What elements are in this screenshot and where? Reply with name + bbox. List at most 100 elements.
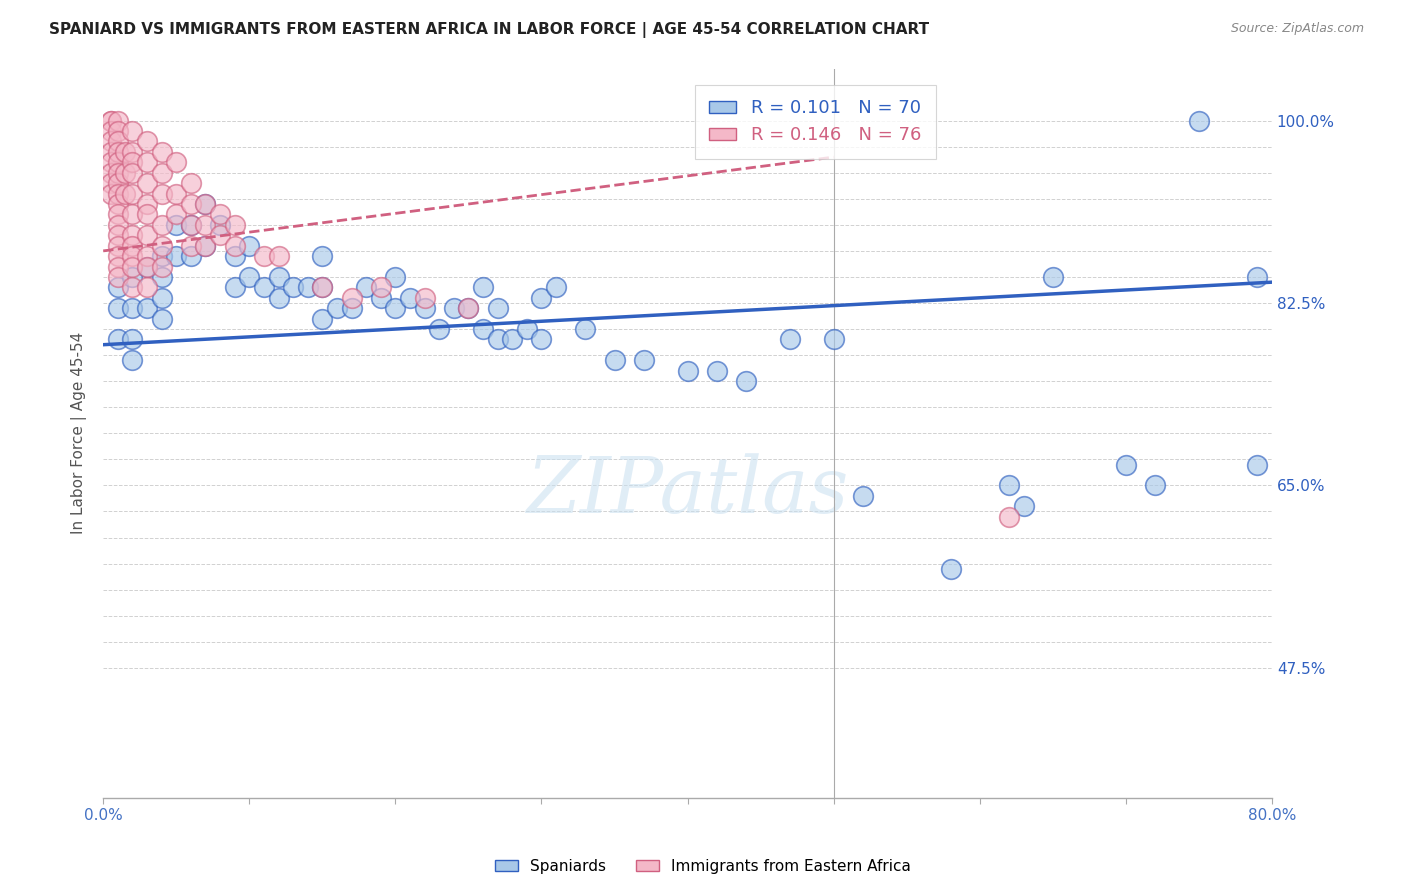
Point <box>297 280 319 294</box>
Point <box>136 207 159 221</box>
Point <box>530 291 553 305</box>
Point <box>224 218 246 232</box>
Point <box>209 228 232 243</box>
Point <box>100 124 122 138</box>
Text: SPANIARD VS IMMIGRANTS FROM EASTERN AFRICA IN LABOR FORCE | AGE 45-54 CORRELATIO: SPANIARD VS IMMIGRANTS FROM EASTERN AFRI… <box>49 22 929 38</box>
Point <box>100 135 122 149</box>
Point <box>165 249 187 263</box>
Point <box>107 155 129 169</box>
Point <box>676 364 699 378</box>
Point <box>1246 269 1268 284</box>
Point <box>370 280 392 294</box>
Text: ZIPatlas: ZIPatlas <box>526 453 849 530</box>
Point <box>546 280 568 294</box>
Point <box>136 301 159 316</box>
Point <box>150 238 173 252</box>
Point <box>136 228 159 243</box>
Point <box>121 186 143 201</box>
Point <box>150 218 173 232</box>
Point <box>326 301 349 316</box>
Point <box>209 207 232 221</box>
Point <box>107 249 129 263</box>
Point <box>121 238 143 252</box>
Point <box>457 301 479 316</box>
Point <box>121 166 143 180</box>
Point <box>413 301 436 316</box>
Point <box>121 249 143 263</box>
Point <box>136 155 159 169</box>
Point <box>100 155 122 169</box>
Point <box>121 280 143 294</box>
Point <box>114 166 136 180</box>
Point <box>823 333 845 347</box>
Point <box>238 238 260 252</box>
Point <box>107 186 129 201</box>
Point <box>121 301 143 316</box>
Point <box>180 238 202 252</box>
Point <box>107 301 129 316</box>
Point <box>194 218 217 232</box>
Point <box>413 291 436 305</box>
Point <box>121 333 143 347</box>
Point <box>180 197 202 211</box>
Point <box>530 333 553 347</box>
Point <box>114 145 136 159</box>
Point <box>998 478 1021 492</box>
Point <box>516 322 538 336</box>
Point <box>121 124 143 138</box>
Point <box>107 218 129 232</box>
Point <box>121 155 143 169</box>
Point <box>121 260 143 274</box>
Point <box>121 269 143 284</box>
Point <box>107 176 129 190</box>
Point <box>180 218 202 232</box>
Point <box>486 301 509 316</box>
Point <box>107 135 129 149</box>
Point <box>998 509 1021 524</box>
Point <box>267 249 290 263</box>
Point <box>165 218 187 232</box>
Point <box>121 145 143 159</box>
Point <box>121 207 143 221</box>
Point <box>384 301 406 316</box>
Point <box>1115 458 1137 472</box>
Point <box>194 197 217 211</box>
Point <box>107 228 129 243</box>
Point <box>107 333 129 347</box>
Point <box>150 260 173 274</box>
Y-axis label: In Labor Force | Age 45-54: In Labor Force | Age 45-54 <box>72 332 87 534</box>
Point <box>107 260 129 274</box>
Point <box>100 166 122 180</box>
Point <box>253 249 276 263</box>
Point <box>238 269 260 284</box>
Point <box>399 291 422 305</box>
Point <box>150 166 173 180</box>
Point <box>100 176 122 190</box>
Point <box>150 311 173 326</box>
Point <box>136 197 159 211</box>
Point <box>121 353 143 368</box>
Point <box>165 155 187 169</box>
Point <box>427 322 450 336</box>
Point <box>180 218 202 232</box>
Point <box>472 322 495 336</box>
Point <box>706 364 728 378</box>
Point <box>136 260 159 274</box>
Point <box>136 280 159 294</box>
Legend: R = 0.101   N = 70, R = 0.146   N = 76: R = 0.101 N = 70, R = 0.146 N = 76 <box>695 85 935 159</box>
Point <box>107 197 129 211</box>
Point <box>472 280 495 294</box>
Point <box>574 322 596 336</box>
Point <box>107 238 129 252</box>
Point <box>136 260 159 274</box>
Point <box>939 562 962 576</box>
Point <box>107 113 129 128</box>
Point <box>633 353 655 368</box>
Point <box>100 145 122 159</box>
Point <box>114 186 136 201</box>
Point <box>136 135 159 149</box>
Point <box>340 291 363 305</box>
Point <box>267 291 290 305</box>
Point <box>253 280 276 294</box>
Point <box>150 186 173 201</box>
